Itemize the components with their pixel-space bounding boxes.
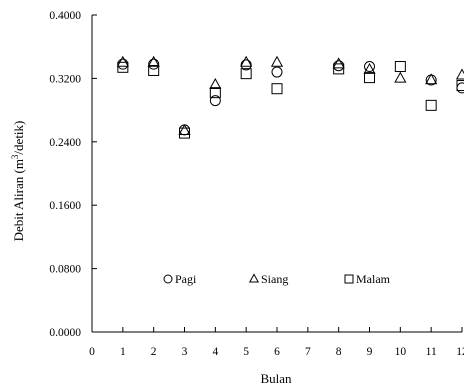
- data-point-malam: [117, 61, 129, 73]
- data-point-siang: [363, 62, 376, 74]
- x-tick-label: 5: [243, 346, 249, 358]
- data-point-malam: [394, 61, 406, 73]
- y-axis-title-end: /detik): [11, 121, 26, 155]
- data-point-siang: [178, 123, 191, 135]
- x-tick-label: 9: [367, 346, 373, 358]
- x-tick-label: 11: [426, 346, 437, 358]
- data-point-siang: [332, 57, 345, 69]
- y-tick-label: 0.0000: [49, 327, 81, 339]
- data-point-siang: [209, 77, 222, 89]
- data-points: [116, 55, 464, 139]
- data-point-pagi: [364, 61, 375, 73]
- data-point-siang: [116, 55, 129, 67]
- data-point-pagi: [148, 58, 160, 70]
- data-point-pagi: [179, 124, 190, 136]
- data-point-pagi: [271, 66, 283, 78]
- x-tick-label: 4: [212, 346, 218, 358]
- data-point-siang: [455, 68, 464, 80]
- data-point-malam: [271, 83, 283, 95]
- x-tick-label: 3: [182, 346, 188, 358]
- data-point-malam: [456, 80, 464, 92]
- x-tick-label: 6: [274, 346, 280, 358]
- data-point-siang: [270, 55, 284, 67]
- data-point-pagi: [456, 82, 464, 94]
- x-tick-label: 8: [336, 346, 342, 358]
- data-point-malam: [364, 72, 375, 84]
- data-point-malam: [148, 64, 160, 76]
- y-axis-title-main: Debit Aliran (m: [11, 159, 26, 241]
- legend-label-pagi: Pagi: [175, 272, 197, 286]
- legend: Pagi Siang Malam: [163, 272, 391, 286]
- x-tick-label: 0: [89, 346, 95, 358]
- y-axis-title-sup: 3: [10, 154, 20, 159]
- legend-label-siang: Siang: [261, 272, 288, 286]
- x-tick-label: 10: [395, 346, 407, 358]
- x-tick-label: 7: [305, 346, 311, 358]
- y-tick-label: 0.0800: [49, 264, 81, 276]
- data-point-siang: [240, 55, 253, 67]
- data-point-malam: [425, 99, 437, 111]
- y-tick-label: 0.3200: [49, 73, 81, 85]
- y-tick-label: 0.4000: [49, 10, 81, 22]
- x-tick-label: 12: [456, 346, 464, 358]
- legend-marker-malam: [344, 274, 354, 284]
- legend-label-malam: Malam: [356, 272, 391, 286]
- y-tick-label: 0.2400: [49, 137, 81, 149]
- data-point-malam: [209, 87, 221, 99]
- data-point-siang: [147, 55, 160, 67]
- y-axis-title: Debit Aliran (m3/detik): [10, 121, 26, 242]
- x-axis-title: Bulan: [260, 371, 292, 386]
- legend-marker-pagi: [163, 274, 173, 284]
- data-point-malam: [240, 68, 252, 80]
- x-tick-label: 1: [120, 346, 126, 358]
- data-point-malam: [333, 63, 345, 75]
- data-point-siang: [425, 73, 438, 85]
- data-point-pagi: [209, 95, 221, 107]
- data-point-siang: [394, 71, 407, 83]
- data-point-malam: [179, 127, 190, 139]
- legend-marker-siang: [248, 273, 260, 283]
- y-tick-label: 0.1600: [49, 200, 81, 212]
- x-tick-label: 2: [151, 346, 157, 358]
